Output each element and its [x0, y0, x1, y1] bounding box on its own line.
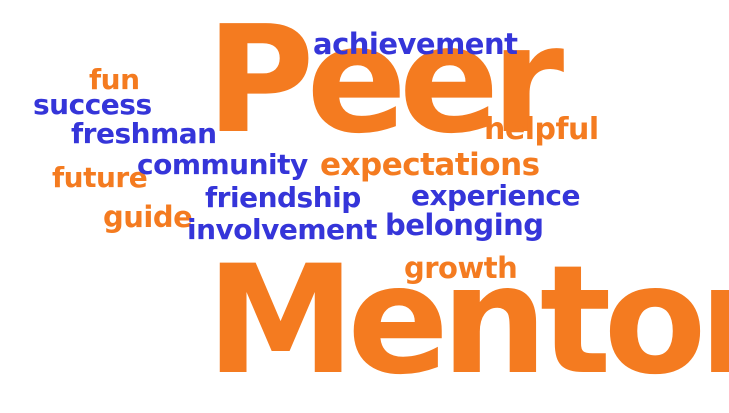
word-mentor: Mentor	[206, 234, 729, 408]
word-experience: experience	[411, 179, 581, 212]
word-guide: guide	[103, 200, 193, 234]
word-freshman: freshman	[71, 117, 217, 150]
word-involvement: involvement	[187, 213, 377, 246]
word-success: success	[33, 88, 152, 121]
word-fun: fun	[89, 63, 140, 96]
word-peer: Peer	[206, 0, 564, 166]
word-friendship: friendship	[205, 181, 361, 214]
word-achievement: achievement	[313, 27, 518, 61]
word-community: community	[137, 148, 308, 181]
word-helpful: helpful	[484, 112, 599, 147]
word-future: future	[52, 161, 148, 194]
word-belonging: belonging	[385, 208, 544, 242]
word-growth: growth	[404, 251, 518, 285]
word-expectations: expectations	[320, 147, 540, 183]
